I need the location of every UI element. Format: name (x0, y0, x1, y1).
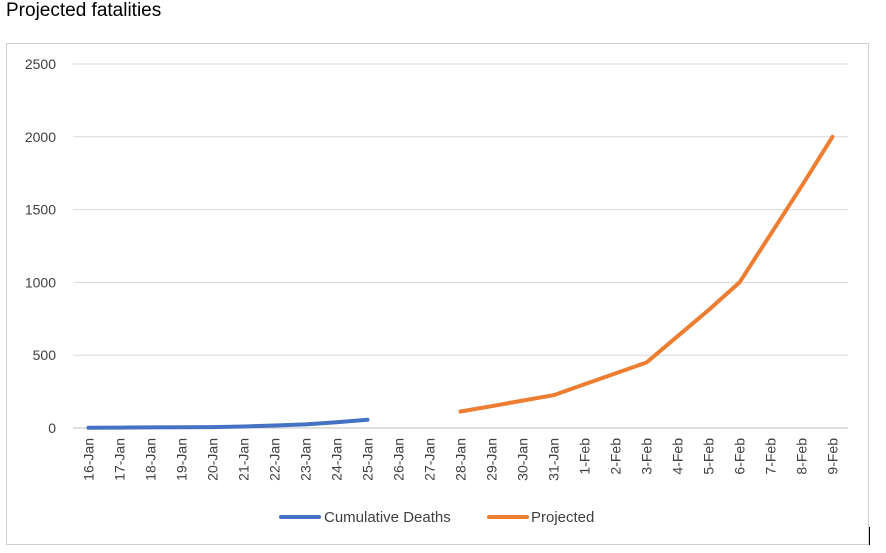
y-tick-label: 1500 (25, 202, 56, 218)
gridlines (73, 63, 848, 429)
y-tick-label: 2000 (25, 129, 56, 145)
y-axis-tick-labels: 0 500 1000 1500 2000 2500 (25, 56, 56, 436)
x-tick-label: 4-Feb (670, 438, 686, 475)
x-tick-label: 30-Jan (515, 438, 531, 481)
x-tick-label: 20-Jan (205, 438, 221, 481)
x-tick-label: 19-Jan (174, 438, 190, 481)
y-tick-label: 500 (33, 347, 57, 363)
x-tick-label: 24-Jan (329, 438, 345, 481)
y-tick-label: 2500 (25, 56, 56, 72)
y-tick-label: 0 (48, 420, 56, 436)
x-tick-label: 6-Feb (732, 438, 748, 475)
y-tick-label: 1000 (25, 274, 56, 290)
x-tick-label: 18-Jan (143, 438, 159, 481)
x-tick-label: 31-Jan (546, 438, 562, 481)
page-title: Projected fatalities (6, 0, 162, 21)
x-tick-label: 29-Jan (484, 438, 500, 481)
series-line-0 (86, 417, 370, 430)
x-tick-label: 28-Jan (453, 438, 469, 481)
x-tick-label: 9-Feb (825, 438, 841, 475)
legend: Cumulative Deaths Projected (279, 509, 594, 526)
x-tick-label: 3-Feb (639, 438, 655, 475)
x-tick-label: 17-Jan (112, 438, 128, 481)
series-line-1 (458, 134, 835, 414)
x-tick-label: 8-Feb (794, 438, 810, 475)
edge-mark (869, 527, 870, 545)
x-tick-label: 27-Jan (422, 438, 438, 481)
x-tick-label: 26-Jan (391, 438, 407, 481)
x-tick-label: 21-Jan (236, 438, 252, 481)
series-lines (86, 134, 835, 430)
x-tick-label: 16-Jan (81, 438, 97, 481)
x-tick-label: 1-Feb (577, 438, 593, 475)
x-tick-label: 22-Jan (267, 438, 283, 481)
legend-label: Projected (531, 509, 594, 526)
x-tick-label: 2-Feb (608, 438, 624, 475)
x-tick-label: 7-Feb (763, 438, 779, 475)
x-axis-tick-labels: 16-Jan 17-Jan 18-Jan 19-Jan 20-Jan 21-Jan 22-J… (81, 438, 841, 481)
x-tick-label: 25-Jan (360, 438, 376, 481)
x-tick-label: 23-Jan (298, 438, 314, 481)
legend-label: Cumulative Deaths (324, 509, 451, 526)
x-tick-label: 5-Feb (701, 438, 717, 475)
